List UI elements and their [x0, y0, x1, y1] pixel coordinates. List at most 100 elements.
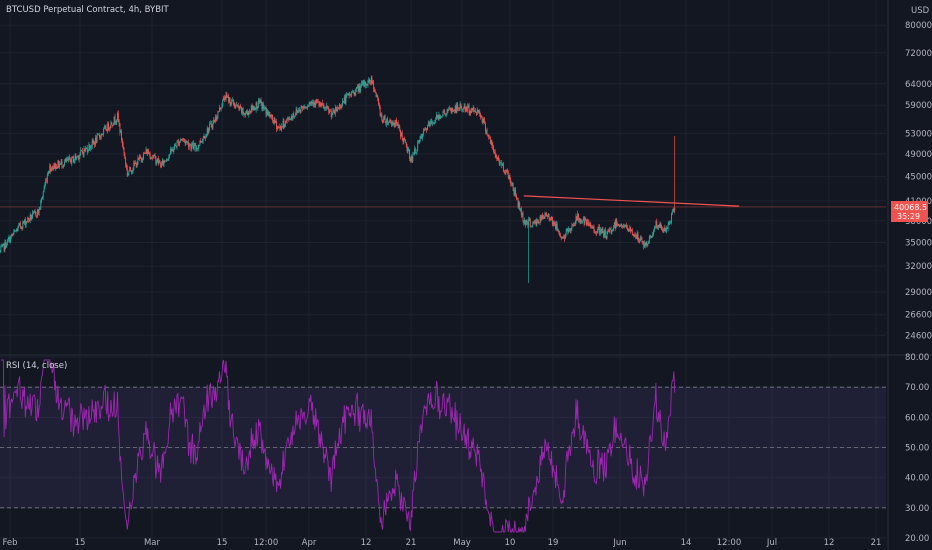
trend-layer — [0, 195, 886, 208]
candle-body — [476, 109, 478, 115]
candle-body — [172, 149, 174, 152]
candle-body — [174, 144, 176, 146]
candle — [469, 110, 471, 116]
candle — [170, 146, 171, 155]
candle — [105, 124, 107, 131]
candle — [360, 83, 362, 94]
candle — [493, 149, 495, 154]
candle — [61, 159, 63, 169]
candle-body — [622, 226, 624, 228]
candle — [636, 230, 638, 240]
candle — [614, 219, 616, 232]
candle — [419, 135, 421, 143]
candle — [161, 161, 162, 168]
candle-body — [267, 110, 269, 115]
candle-body — [378, 98, 379, 105]
candle — [654, 226, 656, 230]
candle — [267, 108, 269, 116]
candle — [38, 206, 40, 216]
candle — [266, 107, 268, 117]
candle-body — [307, 106, 309, 108]
candle — [402, 137, 404, 145]
candle — [68, 154, 70, 161]
candle-body — [464, 105, 466, 111]
candle — [136, 161, 138, 168]
candle — [319, 100, 321, 107]
candle-body — [157, 158, 158, 162]
candle — [128, 170, 130, 176]
candle-body — [502, 163, 504, 166]
candle — [292, 113, 294, 121]
candle-body — [441, 115, 443, 117]
candle — [449, 107, 451, 111]
candle — [484, 117, 486, 125]
candle-body — [403, 138, 405, 142]
candle-body — [87, 150, 89, 152]
candle — [592, 225, 594, 229]
candle-body — [561, 237, 563, 239]
candle-body — [258, 99, 260, 108]
candle — [73, 159, 75, 164]
candle-body — [182, 139, 184, 141]
candle — [674, 135, 676, 214]
candle — [589, 220, 591, 227]
candle-body — [315, 100, 317, 105]
candle — [567, 228, 569, 235]
candle — [261, 101, 263, 112]
candle-body — [391, 121, 393, 125]
candle-body — [323, 105, 325, 109]
candle-body — [454, 106, 456, 111]
candle-body — [263, 104, 264, 109]
candle — [10, 235, 12, 244]
candle-body — [666, 227, 668, 229]
candle-body — [529, 220, 531, 228]
candle-body — [379, 106, 381, 116]
candle-body — [18, 224, 20, 227]
candle — [634, 232, 636, 237]
candle — [54, 162, 56, 169]
candle-body — [668, 222, 670, 225]
candle — [571, 222, 573, 231]
candle-body — [584, 218, 586, 224]
candle — [444, 113, 446, 117]
candle — [644, 241, 646, 249]
candle — [420, 134, 422, 140]
candle — [437, 114, 439, 120]
candle-body — [530, 226, 532, 228]
candle — [467, 104, 469, 109]
candle-body — [401, 132, 403, 139]
candle-body — [72, 157, 74, 163]
candle — [264, 107, 266, 110]
candle — [271, 113, 273, 120]
candle-body — [284, 125, 286, 128]
candle — [639, 235, 641, 242]
candle — [626, 224, 628, 231]
candle — [198, 144, 200, 148]
candle-body — [285, 120, 287, 122]
candle-body — [442, 111, 444, 116]
candle — [65, 157, 67, 163]
candle-body — [559, 231, 561, 236]
candle — [331, 112, 333, 118]
candle-body — [308, 102, 310, 106]
candle — [11, 233, 13, 237]
candle-body — [385, 121, 387, 125]
candle — [374, 89, 376, 93]
candle-body — [444, 111, 446, 114]
candle-body — [303, 106, 305, 108]
candle-body — [487, 135, 489, 136]
candle-body — [383, 115, 385, 120]
candle — [57, 159, 59, 169]
candle-body — [646, 243, 648, 246]
candle-body — [169, 154, 171, 156]
candle — [595, 231, 597, 235]
candle-body — [656, 221, 658, 228]
candle-body — [151, 157, 153, 159]
candle-body — [574, 223, 576, 227]
candle-body — [6, 239, 8, 246]
candle — [527, 221, 529, 228]
candle-body — [600, 229, 602, 232]
candle — [379, 105, 381, 117]
candle-body — [493, 147, 495, 152]
